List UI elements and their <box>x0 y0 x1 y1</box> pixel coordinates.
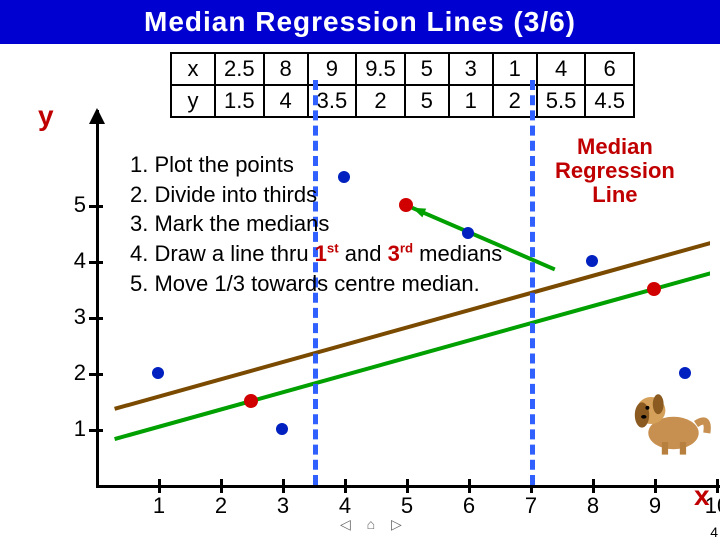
title-bar: Median Regression Lines (3/6) <box>0 0 720 44</box>
instr-3: 3. Mark the medians <box>130 209 502 239</box>
instr-5: 5. Move 1/3 towards centre median. <box>130 269 502 299</box>
data-table-wrap: x2.5899.553146y1.543.525125.54.5 <box>170 52 635 118</box>
dog-image <box>624 370 714 460</box>
page-title: Median Regression Lines (3/6) <box>144 6 576 37</box>
median-point <box>647 282 661 296</box>
median-point <box>244 394 258 408</box>
data-point <box>276 423 288 435</box>
data-point <box>152 367 164 379</box>
instructions: 1. Plot the points 2. Divide into thirds… <box>130 150 502 298</box>
nav-controls[interactable]: ◁ ⌂ ▷ <box>340 516 408 533</box>
instr-1: 1. Plot the points <box>130 150 502 180</box>
page-number: 4 <box>710 524 718 540</box>
data-table: x2.5899.553146y1.543.525125.54.5 <box>170 52 635 118</box>
instr-2: 2. Divide into thirds <box>130 180 502 210</box>
data-point <box>586 255 598 267</box>
median-regression-annotation: Median Regression Line <box>555 135 675 208</box>
instr-4: 4. Draw a line thru 1st and 3rd medians <box>130 239 502 269</box>
